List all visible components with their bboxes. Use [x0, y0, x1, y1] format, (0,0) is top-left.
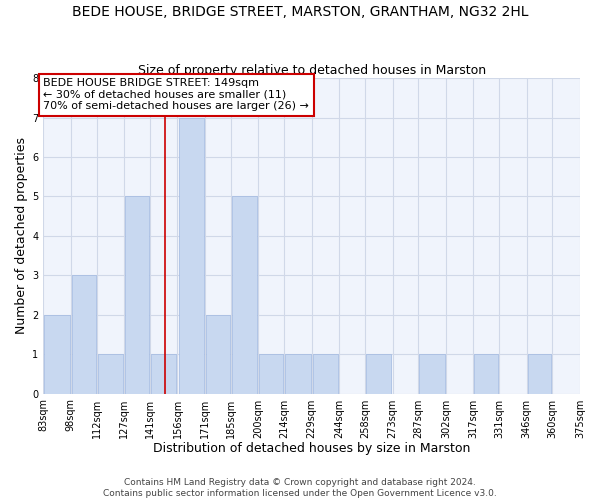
Bar [419, 354, 445, 394]
Y-axis label: Number of detached properties: Number of detached properties [15, 138, 28, 334]
Bar [581, 354, 600, 394]
Text: BEDE HOUSE, BRIDGE STREET, MARSTON, GRANTHAM, NG32 2HL: BEDE HOUSE, BRIDGE STREET, MARSTON, GRAN… [72, 5, 528, 19]
Bar [259, 354, 283, 394]
Text: BEDE HOUSE BRIDGE STREET: 149sqm
← 30% of detached houses are smaller (11)
70% o: BEDE HOUSE BRIDGE STREET: 149sqm ← 30% o… [43, 78, 309, 112]
Title: Size of property relative to detached houses in Marston: Size of property relative to detached ho… [137, 64, 486, 77]
Bar [528, 354, 551, 394]
Bar [98, 354, 123, 394]
Bar [232, 196, 257, 394]
Bar [475, 354, 498, 394]
Bar [206, 314, 230, 394]
Bar [44, 314, 70, 394]
Bar [366, 354, 391, 394]
Bar [179, 118, 204, 394]
X-axis label: Distribution of detached houses by size in Marston: Distribution of detached houses by size … [153, 442, 470, 455]
Text: Contains HM Land Registry data © Crown copyright and database right 2024.
Contai: Contains HM Land Registry data © Crown c… [103, 478, 497, 498]
Bar [151, 354, 176, 394]
Bar [125, 196, 149, 394]
Bar [285, 354, 311, 394]
Bar [72, 276, 95, 394]
Bar [313, 354, 338, 394]
